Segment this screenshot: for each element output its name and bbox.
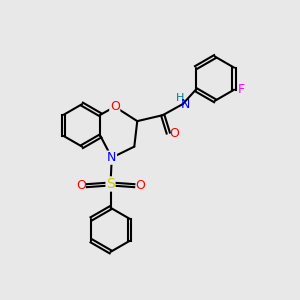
Text: N: N xyxy=(107,151,116,164)
Text: O: O xyxy=(135,179,145,192)
Text: O: O xyxy=(110,100,120,113)
Text: N: N xyxy=(181,98,190,111)
Text: O: O xyxy=(76,179,86,192)
Text: H: H xyxy=(176,93,184,103)
Text: F: F xyxy=(238,83,245,96)
Text: S: S xyxy=(106,177,115,191)
Text: O: O xyxy=(169,127,179,140)
